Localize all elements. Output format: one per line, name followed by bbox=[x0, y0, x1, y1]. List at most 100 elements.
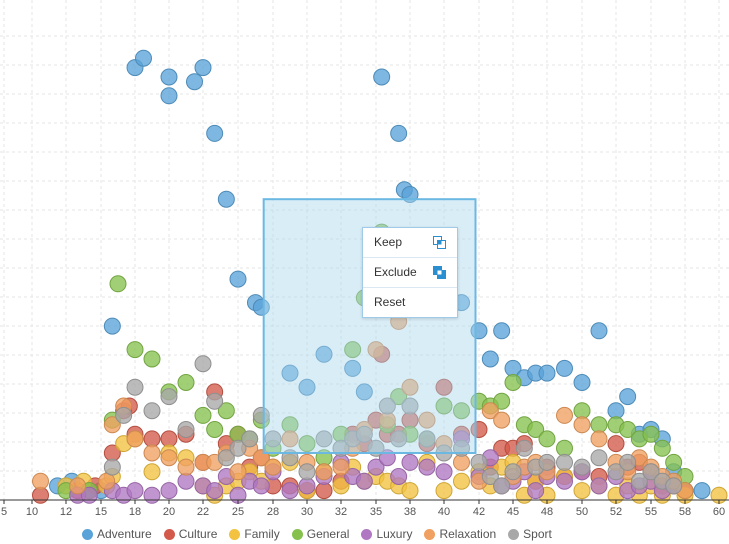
point-general[interactable] bbox=[206, 421, 224, 438]
point-adventure[interactable] bbox=[229, 270, 247, 288]
point-general[interactable] bbox=[194, 406, 212, 424]
point-relaxation[interactable] bbox=[103, 416, 121, 434]
point-luxury[interactable] bbox=[390, 468, 408, 485]
point-sport[interactable] bbox=[252, 406, 270, 424]
point-adventure[interactable] bbox=[344, 359, 362, 377]
point-sport[interactable] bbox=[217, 449, 235, 467]
point-luxury[interactable] bbox=[590, 477, 608, 495]
point-general[interactable] bbox=[653, 439, 671, 457]
point-sport[interactable] bbox=[470, 453, 488, 471]
legend-item-family[interactable]: Family bbox=[229, 526, 280, 542]
point-general[interactable] bbox=[177, 374, 195, 391]
point-adventure[interactable] bbox=[556, 359, 573, 377]
point-family[interactable] bbox=[435, 482, 453, 500]
point-adventure[interactable] bbox=[538, 364, 556, 382]
point-adventure[interactable] bbox=[160, 87, 178, 105]
point-sport[interactable] bbox=[315, 430, 333, 448]
point-general[interactable] bbox=[126, 341, 144, 359]
point-luxury[interactable] bbox=[143, 486, 161, 504]
point-general[interactable] bbox=[619, 421, 637, 438]
point-family[interactable] bbox=[332, 477, 350, 495]
point-relaxation[interactable] bbox=[264, 458, 282, 476]
point-family[interactable] bbox=[573, 482, 591, 500]
point-sport[interactable] bbox=[481, 468, 499, 485]
point-adventure[interactable] bbox=[355, 383, 373, 401]
point-luxury[interactable] bbox=[126, 482, 144, 500]
legend-item-sport[interactable]: Sport bbox=[508, 526, 552, 542]
point-sport[interactable] bbox=[241, 430, 259, 448]
point-adventure[interactable] bbox=[481, 350, 499, 368]
point-relaxation[interactable] bbox=[69, 477, 87, 495]
point-general[interactable] bbox=[665, 453, 683, 471]
point-luxury[interactable] bbox=[206, 482, 224, 500]
point-family[interactable] bbox=[401, 482, 419, 500]
point-adventure[interactable] bbox=[619, 388, 637, 406]
exclude-menu-item[interactable]: Exclude bbox=[363, 258, 457, 288]
point-adventure[interactable] bbox=[103, 317, 121, 335]
point-sport[interactable] bbox=[630, 472, 648, 490]
point-adventure[interactable] bbox=[186, 73, 203, 91]
point-sport[interactable] bbox=[103, 458, 121, 476]
point-relaxation[interactable] bbox=[493, 411, 511, 429]
point-sport[interactable] bbox=[573, 458, 591, 476]
point-general[interactable] bbox=[504, 374, 522, 391]
point-sport[interactable] bbox=[607, 463, 625, 481]
point-sport[interactable] bbox=[194, 355, 212, 373]
point-sport[interactable] bbox=[665, 477, 683, 495]
legend-item-adventure[interactable]: Adventure bbox=[82, 526, 152, 542]
legend-item-general[interactable]: General bbox=[291, 526, 349, 542]
point-family[interactable] bbox=[143, 463, 161, 481]
point-general[interactable] bbox=[538, 430, 556, 448]
keep-menu-item[interactable]: Keep bbox=[363, 228, 457, 258]
point-sport[interactable] bbox=[504, 463, 522, 481]
legend-item-luxury[interactable]: Luxury bbox=[361, 526, 412, 542]
point-family[interactable] bbox=[453, 472, 470, 490]
point-general[interactable] bbox=[344, 341, 362, 359]
point-adventure[interactable] bbox=[194, 59, 212, 77]
legend-item-relaxation[interactable]: Relaxation bbox=[424, 526, 496, 542]
point-general[interactable] bbox=[435, 397, 453, 415]
point-relaxation[interactable] bbox=[281, 430, 299, 448]
point-relaxation[interactable] bbox=[143, 444, 161, 462]
point-luxury[interactable] bbox=[252, 477, 270, 495]
point-sport[interactable] bbox=[619, 453, 637, 471]
reset-menu-item[interactable]: Reset bbox=[363, 288, 457, 317]
point-adventure[interactable] bbox=[315, 345, 333, 363]
point-sport[interactable] bbox=[264, 430, 282, 448]
point-sport[interactable] bbox=[355, 425, 373, 443]
point-general[interactable] bbox=[217, 402, 235, 420]
point-relaxation[interactable] bbox=[332, 458, 350, 476]
point-general[interactable] bbox=[298, 435, 316, 453]
point-general[interactable] bbox=[143, 350, 161, 368]
point-adventure[interactable] bbox=[135, 49, 152, 67]
point-sport[interactable] bbox=[378, 397, 396, 415]
point-sport[interactable] bbox=[418, 430, 436, 448]
point-adventure[interactable] bbox=[252, 298, 270, 316]
point-luxury[interactable] bbox=[355, 472, 373, 490]
point-relaxation[interactable] bbox=[160, 449, 178, 467]
point-general[interactable] bbox=[493, 392, 511, 410]
point-relaxation[interactable] bbox=[401, 378, 419, 396]
point-relaxation[interactable] bbox=[556, 406, 573, 424]
point-sport[interactable] bbox=[298, 463, 316, 481]
point-relaxation[interactable] bbox=[418, 411, 436, 429]
point-sport[interactable] bbox=[515, 439, 533, 457]
point-general[interactable] bbox=[527, 421, 545, 438]
point-sport[interactable] bbox=[642, 463, 660, 481]
point-adventure[interactable] bbox=[573, 374, 591, 391]
point-adventure[interactable] bbox=[693, 482, 711, 500]
point-luxury[interactable] bbox=[435, 463, 453, 481]
point-relaxation[interactable] bbox=[98, 472, 116, 490]
point-relaxation[interactable] bbox=[126, 430, 144, 448]
point-sport[interactable] bbox=[390, 430, 408, 448]
point-adventure[interactable] bbox=[390, 124, 408, 142]
point-sport[interactable] bbox=[143, 402, 161, 420]
point-adventure[interactable] bbox=[493, 322, 511, 340]
point-luxury[interactable] bbox=[527, 482, 545, 500]
point-relaxation[interactable] bbox=[32, 472, 49, 490]
point-relaxation[interactable] bbox=[177, 458, 195, 476]
point-luxury[interactable] bbox=[367, 458, 385, 476]
point-relaxation[interactable] bbox=[590, 430, 608, 448]
point-adventure[interactable] bbox=[217, 190, 235, 208]
